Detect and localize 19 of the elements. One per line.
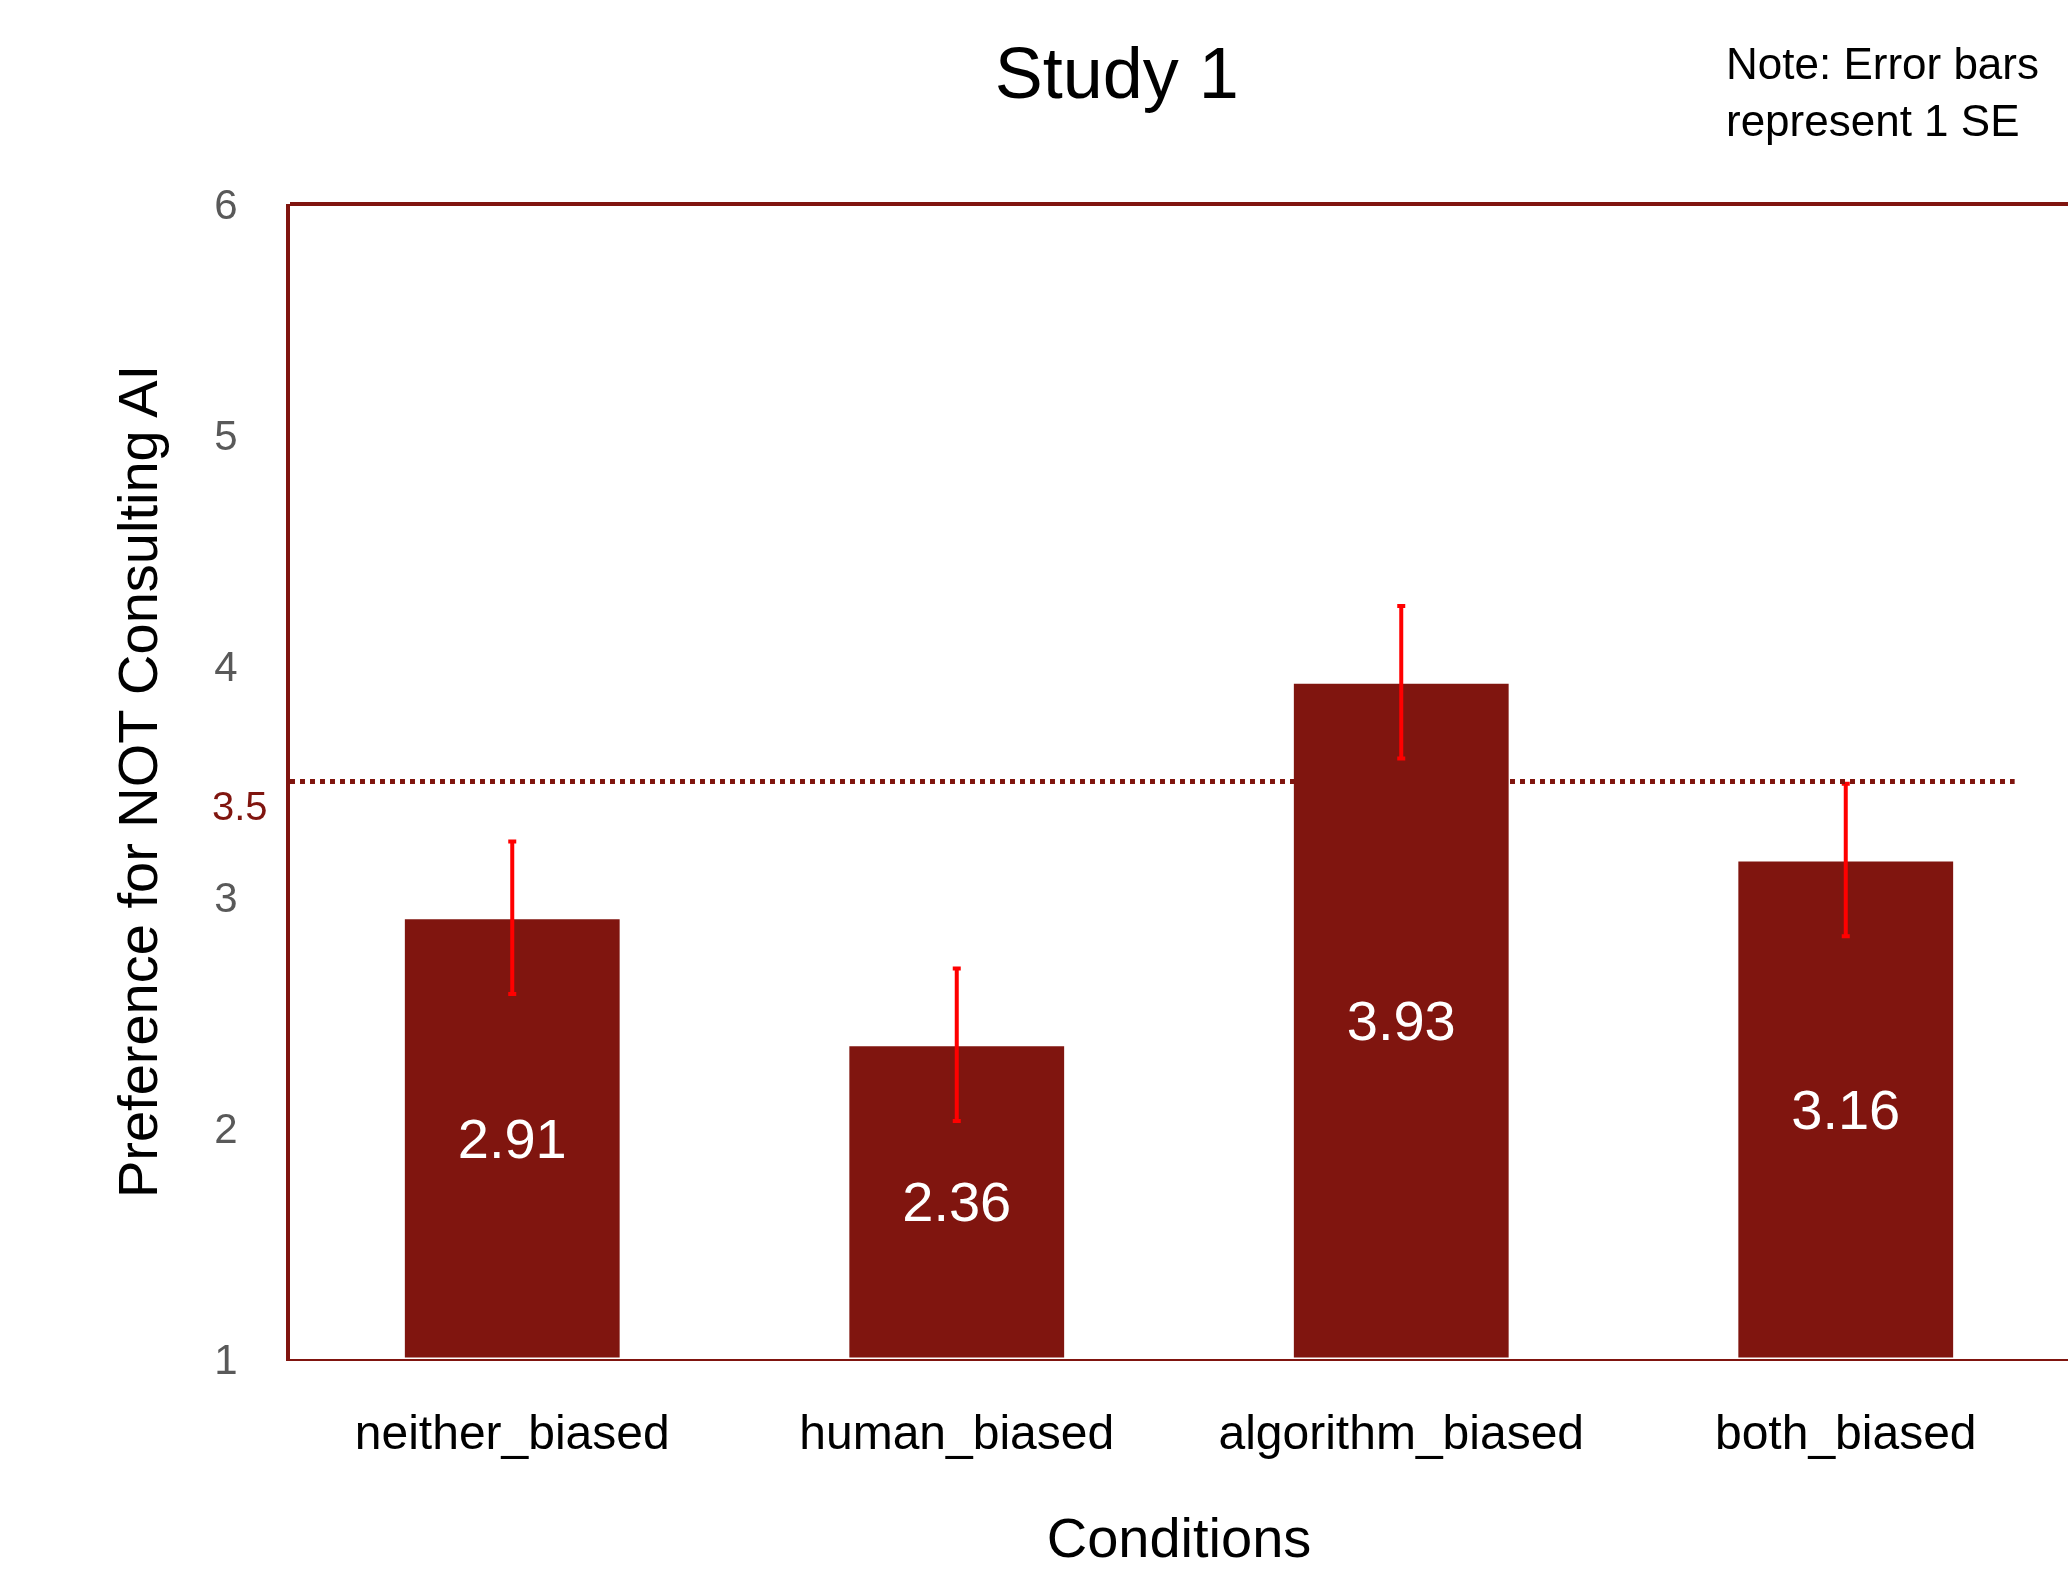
y-tick-label: 3 xyxy=(214,873,238,921)
data-label: 2.91 xyxy=(457,1106,567,1170)
y-tick-label: 4 xyxy=(214,642,238,690)
x-tick-label: algorithm_biased xyxy=(1218,1405,1585,1459)
text: Note: Error bars represent 1 SE xyxy=(1726,39,2039,146)
x-tick-label: both_biased xyxy=(1714,1405,1977,1459)
data-label: 3.16 xyxy=(1791,1078,1901,1142)
x-tick-label: neither_biased xyxy=(354,1405,670,1459)
y-tick-label: 2 xyxy=(214,1104,238,1152)
x-axis-title: Conditions xyxy=(1046,1505,1312,1569)
y-tick-label: 6 xyxy=(214,180,238,228)
data-label: 2.36 xyxy=(902,1170,1012,1234)
chart-title: Study 1 xyxy=(994,32,1239,113)
y-tick-label: 5 xyxy=(214,411,238,459)
x-tick-label: human_biased xyxy=(799,1405,1115,1459)
data-label: 3.93 xyxy=(1346,989,1456,1053)
y-tick-label: 1 xyxy=(214,1335,238,1383)
y-axis-title: Preference for NOT Consulting AI xyxy=(105,364,169,1199)
ref-line-label: 3.5 xyxy=(212,784,268,828)
